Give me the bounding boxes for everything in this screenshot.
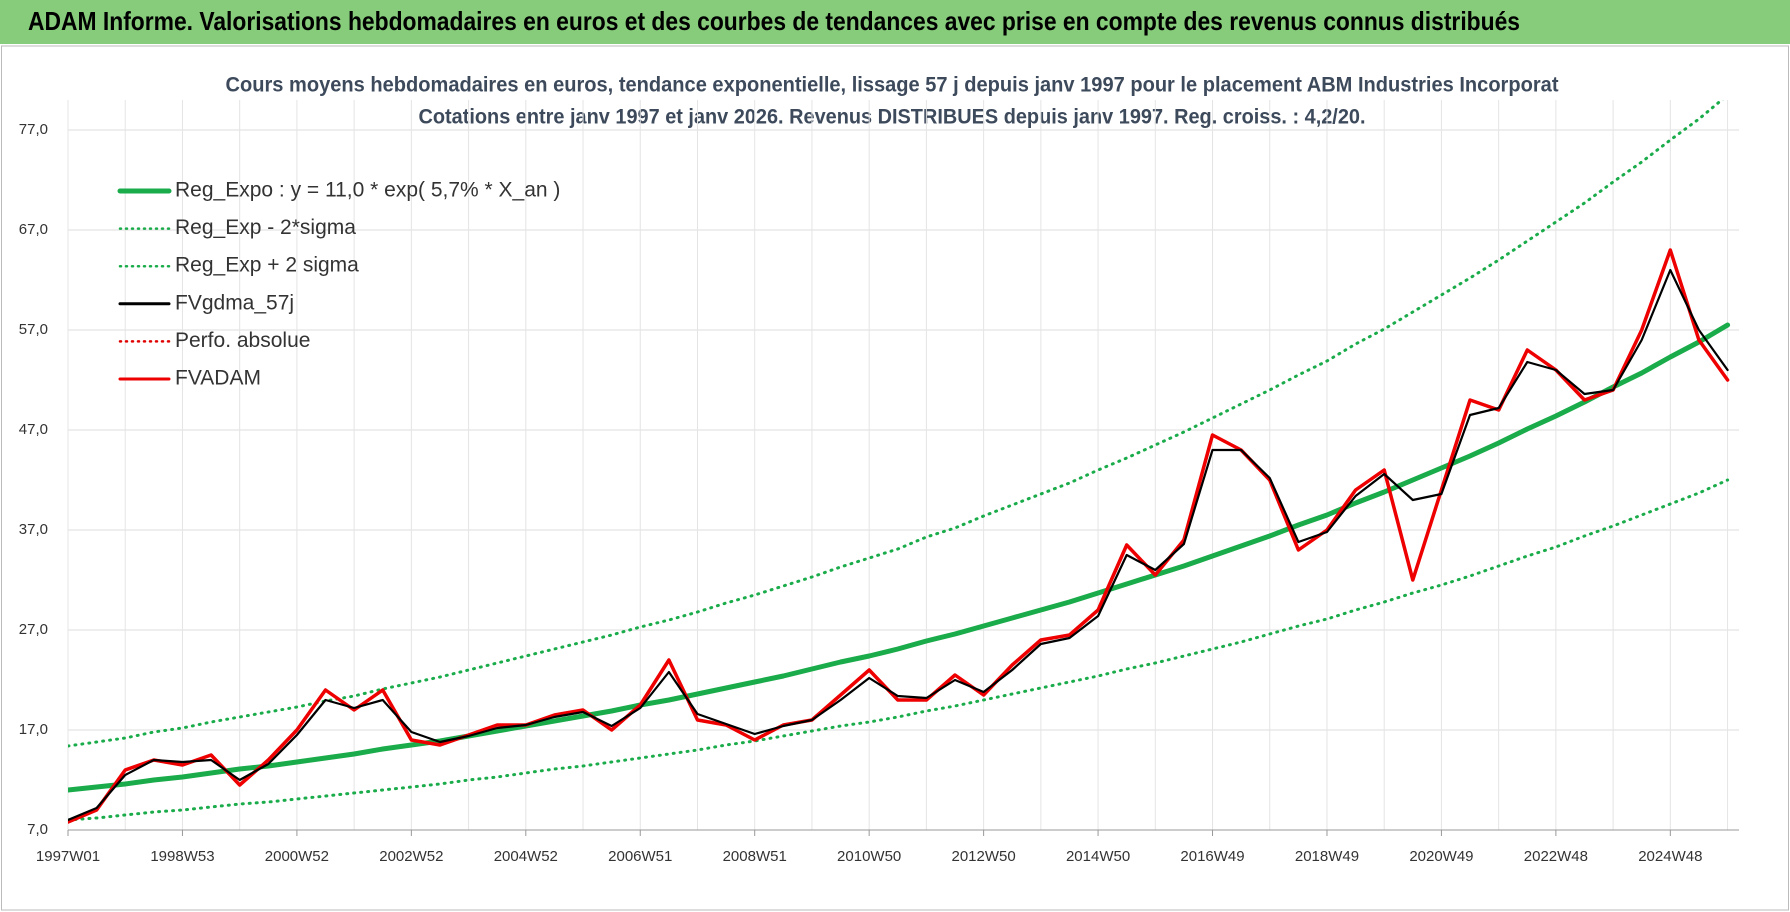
- y-tick-label: 7,0: [27, 821, 48, 838]
- x-tick-label: 1998W53: [150, 848, 214, 865]
- x-tick-label: 1997W01: [36, 848, 100, 865]
- y-tick-label: 67,0: [19, 221, 48, 238]
- series-line: [68, 100, 1724, 748]
- legend-label: Reg_Expo : y = 11,0 * exp( 5,7% * X_an ): [175, 179, 560, 202]
- y-tick-label: 47,0: [19, 421, 48, 438]
- plot-area: [68, 100, 1731, 824]
- x-tick-label: 2024W48: [1638, 848, 1702, 865]
- y-tick-label: 77,0: [19, 121, 48, 138]
- y-tick-label: 27,0: [19, 621, 48, 638]
- series-line: [68, 249, 1729, 823]
- series-line: [68, 268, 1729, 822]
- series-line: [68, 248, 1730, 824]
- x-tick-label: 2018W49: [1295, 848, 1359, 865]
- legend-label: Reg_Exp - 2*sigma: [175, 216, 356, 239]
- y-tick-label: 17,0: [19, 721, 48, 738]
- x-tick-label: 2006W51: [608, 848, 672, 865]
- legend-label: FVADAM: [175, 367, 261, 390]
- chart-title: Cours moyens hebdomadaires en euros, ten…: [226, 74, 1559, 97]
- chart-subtitle: Cotations entre janv 1997 et janv 2026. …: [419, 106, 1366, 129]
- y-tick-label: 37,0: [19, 521, 48, 538]
- x-tick-label: 2012W50: [952, 848, 1016, 865]
- x-tick-label: 2004W52: [494, 848, 558, 865]
- x-tick-label: 2016W49: [1180, 848, 1244, 865]
- legend-label: Perfo. absolue: [175, 329, 310, 352]
- series-line: [68, 322, 1731, 793]
- header-band: [0, 0, 1790, 44]
- x-tick-label: 2008W51: [723, 848, 787, 865]
- y-tick-label: 57,0: [19, 321, 48, 338]
- series-line: [68, 478, 1730, 822]
- frame: [1, 45, 1789, 911]
- x-tick-label: 2020W49: [1409, 848, 1473, 865]
- x-tick-label: 2002W52: [379, 848, 443, 865]
- x-tick-label: 2010W50: [837, 848, 901, 865]
- legend-label: Reg_Exp + 2 sigma: [175, 254, 359, 277]
- x-tick-label: 2014W50: [1066, 848, 1130, 865]
- header-title: ADAM Informe. Valorisations hebdomadaire…: [28, 6, 1520, 36]
- x-tick-label: 2000W52: [265, 848, 329, 865]
- x-tick-label: 2022W48: [1524, 848, 1588, 865]
- legend-label: FVgdma_57j: [175, 291, 294, 314]
